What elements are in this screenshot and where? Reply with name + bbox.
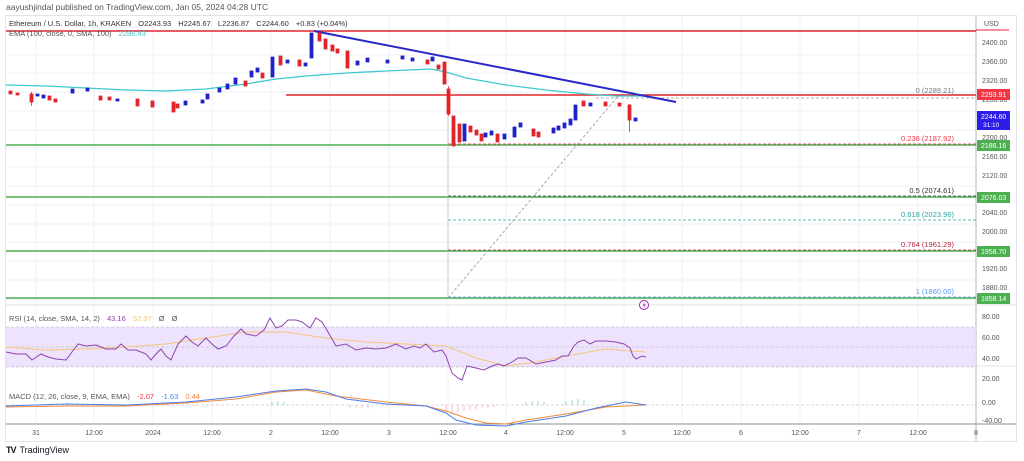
rsi-extra-1: Ø bbox=[158, 314, 165, 323]
ohlc-close: C2244.60 bbox=[256, 19, 289, 28]
rsi-label: RSI (14, close, SMA, 14, 2) bbox=[9, 314, 100, 323]
rsi-sma-line bbox=[6, 331, 647, 367]
price-axis-ticks: USD 2400.00 2360.00 2320.00 2280.00 2200… bbox=[982, 21, 1007, 306]
svg-text:40.00: 40.00 bbox=[982, 356, 1000, 363]
svg-text:12:00: 12:00 bbox=[85, 430, 103, 437]
svg-text:12:00: 12:00 bbox=[673, 430, 691, 437]
svg-text:1858.14: 1858.14 bbox=[981, 296, 1006, 303]
rsi-line bbox=[6, 316, 647, 381]
fib-label-1: 1 (1860.00) bbox=[916, 287, 955, 296]
svg-text:12:00: 12:00 bbox=[556, 430, 574, 437]
chart-canvas[interactable]: 0 (2289.21) 0.236 (2187.92) 0.5 (2074.61… bbox=[6, 16, 1016, 441]
macd-label: MACD (12, 26, close, 9, EMA, EMA) bbox=[9, 392, 130, 401]
svg-text:5: 5 bbox=[622, 430, 626, 437]
ohlc-high: H2245.67 bbox=[178, 19, 211, 28]
rsi-legend[interactable]: RSI (14, close, SMA, 14, 2) 43.16 52.97 … bbox=[9, 314, 183, 323]
macd-value: -1.63 bbox=[161, 392, 179, 401]
svg-text:31:10: 31:10 bbox=[983, 122, 1000, 129]
svg-text:2320.00: 2320.00 bbox=[982, 78, 1007, 85]
fib-label-0: 0 (2289.21) bbox=[916, 86, 955, 95]
svg-text:31: 31 bbox=[32, 430, 40, 437]
symbol-name: Ethereum / U.S. Dollar, 1h, KRAKEN bbox=[9, 19, 132, 28]
svg-text:2360.00: 2360.00 bbox=[982, 59, 1007, 66]
macd-line bbox=[6, 388, 647, 427]
svg-text:80.00: 80.00 bbox=[982, 314, 1000, 321]
svg-text:2040.00: 2040.00 bbox=[982, 210, 1007, 217]
svg-text:-40.00: -40.00 bbox=[982, 418, 1002, 425]
macd-histogram-positive bbox=[271, 399, 585, 405]
svg-text:2076.03: 2076.03 bbox=[981, 195, 1006, 202]
candles bbox=[8, 32, 638, 147]
svg-text:2280.00: 2280.00 bbox=[982, 97, 1007, 104]
ohlc-open: O2243.93 bbox=[138, 19, 172, 28]
rsi-axis-ticks: 80.00 60.00 40.00 20.00 bbox=[982, 314, 1000, 383]
svg-text:20.00: 20.00 bbox=[982, 376, 1000, 383]
price-label-2293: 2293.91 bbox=[977, 89, 1010, 100]
svg-text:2: 2 bbox=[269, 430, 273, 437]
fib-label-0618: 0.618 (2023.96) bbox=[901, 210, 954, 219]
svg-text:2160.00: 2160.00 bbox=[982, 154, 1007, 161]
fib-label-0764: 0.764 (1961.29) bbox=[901, 240, 954, 249]
svg-text:2400.00: 2400.00 bbox=[982, 40, 1007, 47]
svg-text:6: 6 bbox=[739, 430, 743, 437]
fib-label-0236: 0.236 (2187.92) bbox=[901, 134, 954, 143]
svg-text:0.00: 0.00 bbox=[982, 400, 996, 407]
rsi-value: 43.16 bbox=[106, 314, 126, 323]
price-label-2076: 2076.03 bbox=[977, 192, 1010, 203]
svg-text:12:00: 12:00 bbox=[791, 430, 809, 437]
svg-text:2293.91: 2293.91 bbox=[981, 92, 1006, 99]
svg-text:USD: USD bbox=[984, 21, 999, 28]
svg-text:1880.00: 1880.00 bbox=[982, 285, 1007, 292]
svg-text:7: 7 bbox=[857, 430, 861, 437]
price-label-current: 2244.60 31:10 bbox=[977, 111, 1010, 130]
svg-text:4: 4 bbox=[504, 430, 508, 437]
svg-text:1958.70: 1958.70 bbox=[981, 249, 1006, 256]
footer[interactable]: TV TradingView bbox=[6, 445, 69, 455]
svg-text:8: 8 bbox=[974, 430, 978, 437]
ema-value: 2286.43 bbox=[118, 29, 146, 38]
chart-container[interactable]: 0 (2289.21) 0.236 (2187.92) 0.5 (2074.61… bbox=[5, 15, 1017, 442]
svg-text:3: 3 bbox=[387, 430, 391, 437]
svg-text:2186.16: 2186.16 bbox=[981, 143, 1006, 150]
tradingview-logo-icon: TV bbox=[6, 445, 16, 455]
macd-signal-line bbox=[6, 389, 647, 425]
svg-text:1920.00: 1920.00 bbox=[982, 266, 1007, 273]
ohlc-low: L2236.87 bbox=[217, 19, 250, 28]
fib-label-05: 0.5 (2074.61) bbox=[909, 186, 954, 195]
ema-legend[interactable]: EMA (100, close, 0, SMA, 100) 2286.43 bbox=[9, 29, 151, 38]
ema-label: EMA (100, close, 0, SMA, 100) bbox=[9, 29, 112, 38]
svg-text:12:00: 12:00 bbox=[909, 430, 927, 437]
rsi-sma-value: 52.97 bbox=[132, 314, 152, 323]
ohlc-change: +0.83 (+0.04%) bbox=[295, 19, 348, 28]
tradingview-brand: TradingView bbox=[19, 445, 70, 455]
svg-text:2200.00: 2200.00 bbox=[982, 135, 1007, 142]
price-label-1858: 1858.14 bbox=[977, 293, 1010, 304]
ema-line bbox=[6, 68, 646, 97]
svg-text:2244.60: 2244.60 bbox=[981, 114, 1006, 121]
svg-text:2000.00: 2000.00 bbox=[982, 229, 1007, 236]
rsi-extra-2: Ø bbox=[171, 314, 178, 323]
svg-text:2120.00: 2120.00 bbox=[982, 173, 1007, 180]
price-label-2186: 2186.16 bbox=[977, 140, 1010, 151]
macd-histogram-negative bbox=[349, 405, 495, 414]
svg-text:12:00: 12:00 bbox=[321, 430, 339, 437]
published-by-text: aayushjindal published on TradingView.co… bbox=[6, 2, 269, 12]
macd-signal-value: 0.44 bbox=[185, 392, 200, 401]
macd-legend[interactable]: MACD (12, 26, close, 9, EMA, EMA) -2.07 … bbox=[9, 392, 205, 401]
trendline bbox=[313, 30, 677, 103]
macd-axis-ticks: 0.00 -40.00 bbox=[982, 400, 1002, 425]
svg-text:2024: 2024 bbox=[145, 430, 161, 437]
svg-text:12:00: 12:00 bbox=[439, 430, 457, 437]
macd-hist-value: -2.07 bbox=[136, 392, 155, 401]
lightning-event-icon[interactable] bbox=[639, 300, 649, 310]
svg-text:60.00: 60.00 bbox=[982, 335, 1000, 342]
grid-horizontal bbox=[6, 54, 976, 300]
symbol-legend[interactable]: Ethereum / U.S. Dollar, 1h, KRAKEN O2243… bbox=[9, 19, 353, 28]
svg-text:12:00: 12:00 bbox=[203, 430, 221, 437]
time-axis-ticks: 31 12:00 2024 12:00 2 12:00 3 12:00 4 12… bbox=[32, 430, 978, 437]
price-label-1958: 1958.70 bbox=[977, 246, 1010, 257]
